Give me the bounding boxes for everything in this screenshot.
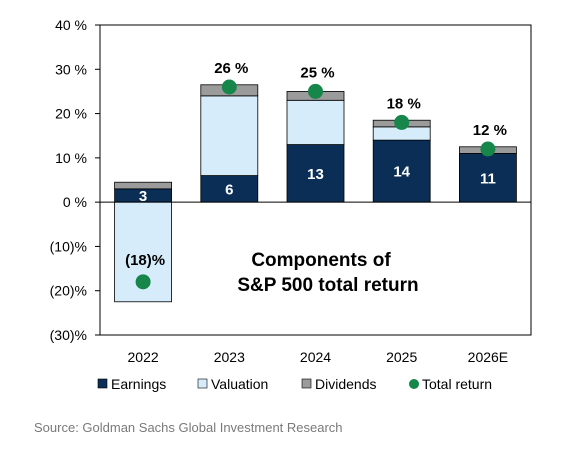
bar-value-label: 11 — [480, 170, 496, 187]
legend-label-valuation: Valuation — [211, 376, 268, 392]
total-return-label: 12 % — [473, 122, 507, 139]
bar-earnings — [200, 175, 259, 203]
y-axis: 40 % 30 % 20 % 10 % 0 % (10)% (20)% (30)% — [50, 17, 100, 343]
y-tick-label: 30 % — [55, 61, 87, 77]
total-return-point — [480, 141, 496, 157]
x-tick-label: 2026E — [468, 349, 508, 365]
total-return-label: 25 % — [300, 64, 334, 81]
total-return-label: (18)% — [125, 252, 165, 269]
x-tick-label: 2022 — [128, 349, 159, 365]
bar-value-label: 3 — [139, 188, 147, 205]
bar-earnings — [372, 139, 431, 203]
y-tick-label: (20)% — [50, 283, 87, 299]
total-return-point — [394, 114, 410, 130]
bars-layer — [114, 84, 517, 303]
y-tick-label: 20 % — [55, 106, 87, 122]
annotation-line-1: Components of — [251, 250, 391, 271]
source-note: Source: Goldman Sachs Global Investment … — [34, 420, 343, 435]
total-return-point — [308, 83, 323, 99]
data-labels: 3 6 13 14 11 (18)% 26 % 25 % 18 % 12 % — [125, 60, 507, 269]
y-tick-label: 40 % — [55, 17, 87, 33]
bar-valuation — [286, 99, 345, 145]
y-tick-label: 10 % — [55, 150, 87, 166]
total-return-label: 18 % — [387, 95, 421, 112]
x-tick-label: 2025 — [386, 349, 417, 365]
total-return-point — [221, 79, 237, 95]
legend-swatch-earnings — [97, 378, 108, 389]
x-tick-label: 2023 — [214, 349, 245, 365]
total-return-label: 26 % — [214, 60, 248, 77]
legend: Earnings Valuation Dividends Total return — [97, 376, 492, 392]
legend-label-total-return: Total return — [422, 376, 492, 392]
legend-swatch-total-return — [409, 379, 419, 389]
x-tick-label: 2024 — [300, 349, 331, 365]
annotation-line-2: S&P 500 total return — [237, 275, 418, 296]
total-return-point — [135, 274, 151, 290]
plot-frame — [99, 24, 532, 336]
legend-label-earnings: Earnings — [111, 376, 166, 392]
y-tick-label: (30)% — [50, 327, 87, 343]
y-tick-label: (10)% — [50, 238, 87, 254]
legend-swatch-valuation — [197, 378, 208, 389]
bar-value-label: 13 — [307, 166, 324, 183]
bar-valuation — [200, 95, 259, 176]
total-return-markers — [135, 79, 496, 290]
legend-swatch-dividends — [301, 378, 312, 389]
legend-label-dividends: Dividends — [315, 376, 376, 392]
x-axis: 2022 2023 2024 2025 2026E — [128, 349, 509, 365]
y-tick-label: 0 % — [63, 194, 87, 210]
bar-value-label: 6 — [225, 181, 233, 198]
bar-value-label: 14 — [393, 164, 410, 181]
chart-annotation: Components of S&P 500 total return — [237, 250, 418, 296]
bar-earnings — [458, 153, 517, 203]
bar-dividends — [114, 181, 172, 190]
